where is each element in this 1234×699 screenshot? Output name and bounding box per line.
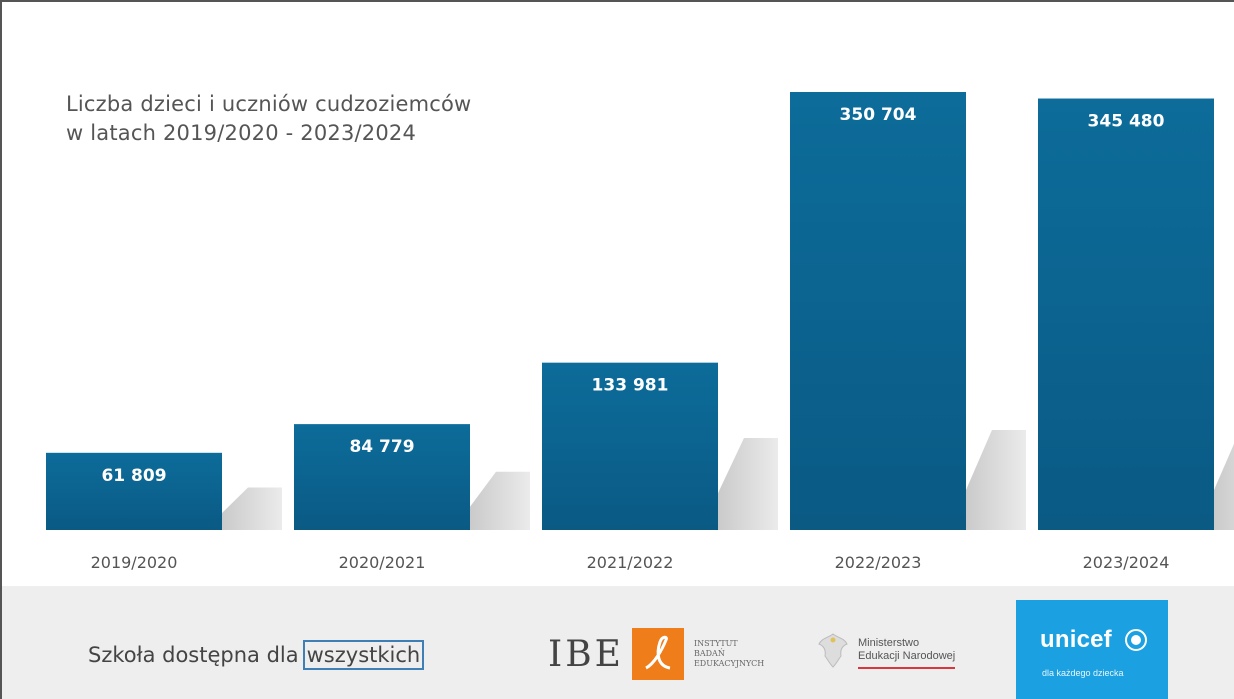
bar-2020/2021 [294,424,470,530]
bar-2023/2024 [1038,98,1214,530]
x-tick-label: 2019/2020 [91,553,178,572]
bar-shadow [470,471,530,530]
ibe-mark-icon [631,628,684,680]
tagline-prefix: Szkoła dostępna dla [88,643,299,667]
men-logo: Ministerstwo Edukacji Narodowej [816,630,956,675]
bar-chart: 61 809 84 779 133 981 350 704 345 480 2019/2… [46,92,1234,572]
bar-value-label: 133 981 [592,376,669,396]
ibe-sub-line-1: INSTYTUT [693,639,738,648]
unicef-tagline: dla każdego dziecka [1042,668,1124,678]
unicef-globe-icon [1124,628,1148,657]
men-sub-line-1: Ministerstwo [858,636,920,649]
bar-value-label: 350 704 [840,105,917,125]
ibe-logo: IBE INSTYTUT BADAŃ EDUKACYJNYCH [548,628,794,680]
tagline-boxed-word: wszystkich [302,640,425,670]
men-sub-line-2: Edukacji Narodowej [858,649,956,662]
ibe-sub-line-3: EDUKACYJNYCH [693,659,765,668]
bar-value-label: 61 809 [101,466,166,486]
ibe-logo-text: IBE [548,633,624,675]
men-name: Ministerstwo Edukacji Narodowej [858,636,956,669]
eagle-emblem-icon [816,630,850,675]
unicef-logo-text: unicef [1040,626,1112,653]
x-tick-label: 2020/2021 [339,553,426,572]
x-tick-label: 2023/2024 [1083,553,1170,572]
ibe-institute-name: INSTYTUT BADAŃ EDUKACYJNYCH [694,639,794,669]
bar-2021/2022 [542,362,718,530]
chart-title-line-2: w latach 2019/2020 - 2023/2024 [66,121,417,145]
bar-shadow [222,487,282,530]
x-tick-label: 2021/2022 [587,553,674,572]
bar-2019/2020 [46,452,222,530]
chart-title: Liczba dzieci i uczniów cudzoziemców w l… [66,90,471,148]
bar-shadow [1214,443,1234,530]
chart-title-line-1: Liczba dzieci i uczniów cudzoziemców [66,92,472,116]
x-tick-label: 2022/2023 [835,553,922,572]
bar-value-label: 345 480 [1088,112,1165,132]
bar-shadow [966,430,1026,530]
bar-shadow [718,437,778,530]
ibe-sub-line-2: BADAŃ [693,649,725,658]
tagline: Szkoła dostępna dla wszystkich [88,640,425,670]
bar-2022/2023 [790,92,966,530]
unicef-logo: unicef dla każdego dziecka [1016,600,1168,699]
bar-value-label: 84 779 [349,437,414,457]
